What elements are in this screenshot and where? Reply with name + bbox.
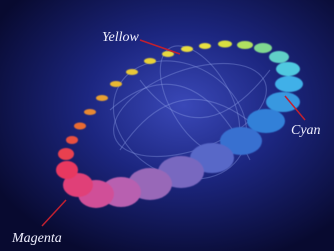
- page: Yellow Cyan Magenta (() => { const data …: [0, 0, 334, 251]
- color-wheel-image: Yellow Cyan Magenta: [0, 0, 334, 251]
- cyan-label: Cyan: [291, 123, 321, 138]
- background: [0, 0, 334, 251]
- magenta-label: Magenta: [11, 231, 62, 246]
- yellow-label: Yellow: [102, 30, 139, 45]
